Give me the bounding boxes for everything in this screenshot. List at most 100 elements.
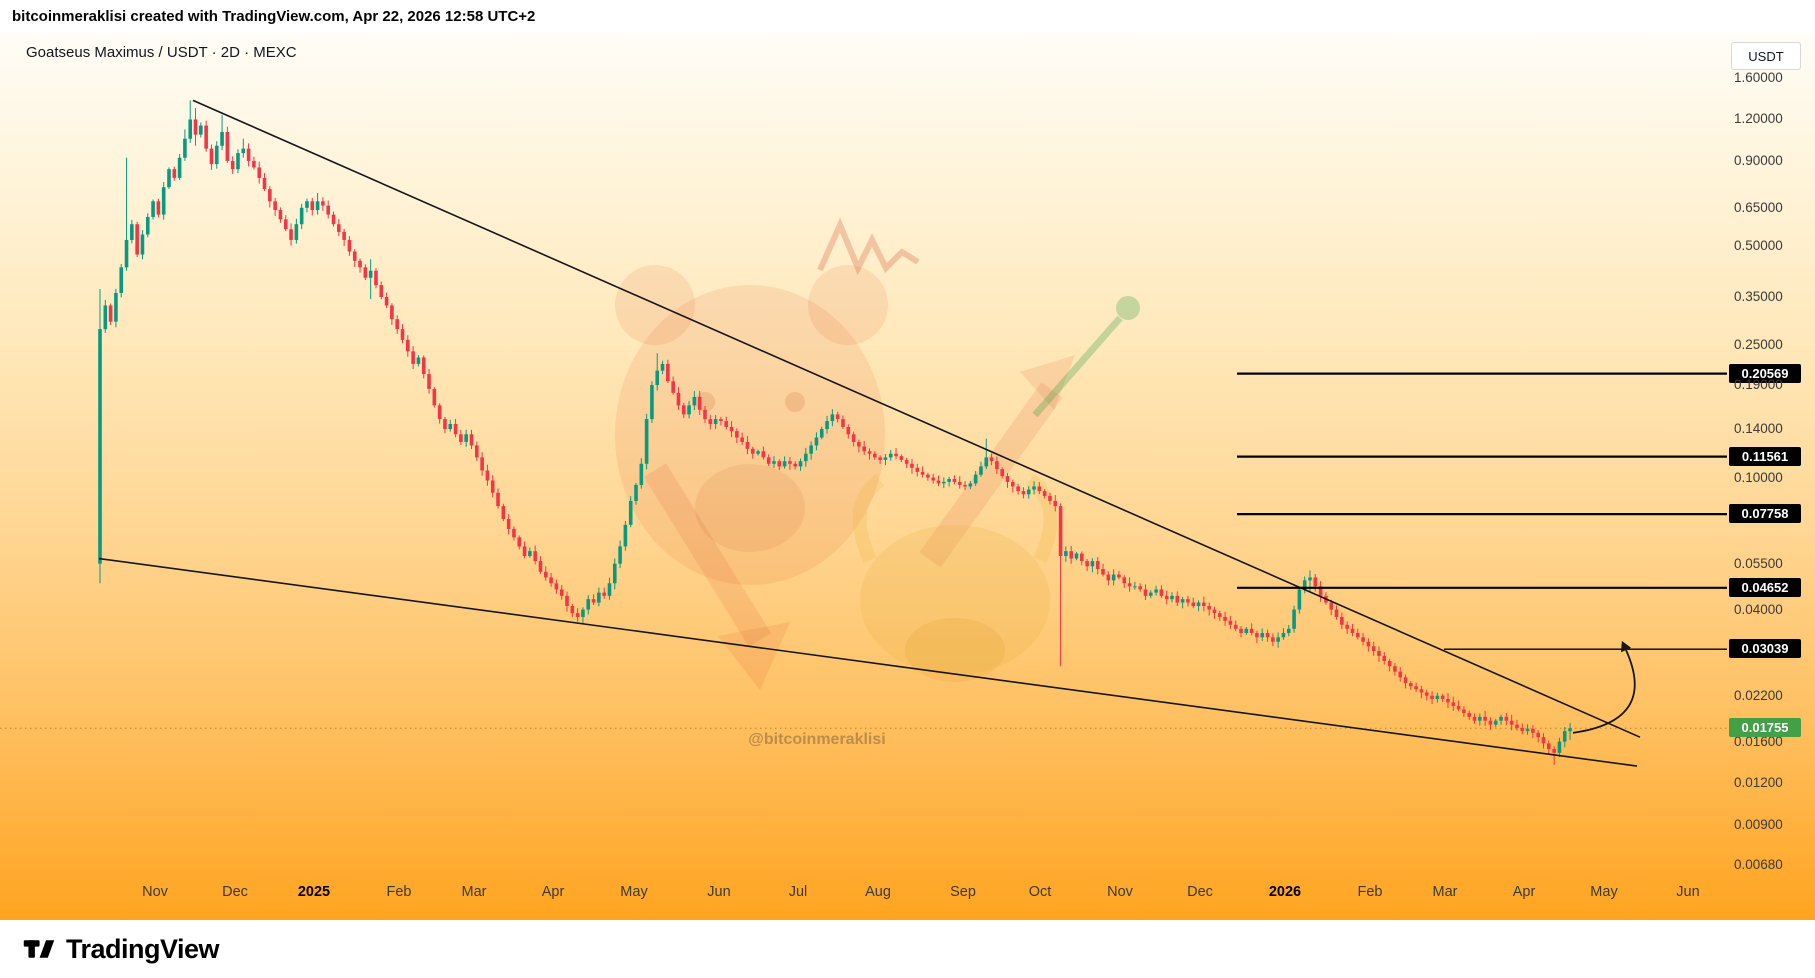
candle bbox=[936, 480, 941, 484]
candle bbox=[1366, 641, 1371, 647]
candle bbox=[400, 329, 405, 340]
candle bbox=[920, 471, 925, 475]
candle bbox=[273, 201, 277, 211]
symbol-title[interactable]: Goatseus Maximus / USDT · 2D · MEXC bbox=[26, 44, 297, 61]
horizontal-level-lines[interactable] bbox=[1237, 372, 1727, 650]
candle bbox=[193, 119, 198, 135]
candle bbox=[1536, 732, 1540, 738]
candle bbox=[1026, 489, 1031, 495]
time-axis[interactable]: Nov Dec 2025 Feb Mar Apr May Jun Jul Aug Sep Oct Nov… bbox=[0, 872, 1727, 918]
candle bbox=[283, 219, 288, 230]
candle bbox=[411, 351, 415, 364]
candle bbox=[1260, 632, 1265, 638]
candle bbox=[305, 201, 309, 208]
candle bbox=[862, 446, 867, 452]
time-tick: Dec bbox=[222, 884, 248, 900]
candle bbox=[729, 427, 734, 432]
candle bbox=[257, 167, 262, 178]
candle bbox=[581, 609, 585, 617]
upper-wedge-line[interactable] bbox=[192, 99, 1641, 738]
price-tick: 1.60000 bbox=[1734, 70, 1783, 85]
candle bbox=[873, 453, 877, 458]
time-tick: Mar bbox=[1432, 884, 1458, 900]
candle bbox=[103, 305, 108, 330]
time-tick: Apr bbox=[1512, 884, 1536, 900]
candle bbox=[1430, 695, 1434, 700]
candle bbox=[1133, 586, 1137, 588]
candle bbox=[1011, 481, 1015, 487]
candle bbox=[1127, 583, 1132, 587]
candle bbox=[1101, 569, 1105, 575]
candle bbox=[496, 492, 500, 507]
candle bbox=[1414, 686, 1418, 690]
candle bbox=[130, 224, 134, 240]
candle bbox=[326, 205, 331, 215]
candle bbox=[1568, 728, 1572, 732]
candle bbox=[666, 363, 670, 382]
candle bbox=[406, 339, 410, 352]
candle bbox=[1207, 606, 1211, 610]
candle bbox=[432, 388, 437, 406]
candle bbox=[209, 148, 214, 165]
price-tick: 0.35000 bbox=[1734, 289, 1783, 304]
tradingview-logo-icon[interactable] bbox=[22, 932, 56, 966]
tradingview-wordmark[interactable]: TradingView bbox=[66, 933, 220, 964]
candle bbox=[1334, 609, 1339, 617]
candle bbox=[1297, 589, 1302, 610]
candle bbox=[1037, 486, 1042, 492]
lower-wedge-line[interactable] bbox=[98, 557, 1638, 767]
price-tick: 0.01200 bbox=[1734, 775, 1783, 791]
candle bbox=[899, 456, 904, 460]
candle bbox=[161, 187, 166, 215]
candle bbox=[1419, 689, 1424, 693]
candle bbox=[236, 153, 240, 170]
candle bbox=[1371, 646, 1376, 652]
candle bbox=[1382, 655, 1387, 661]
candle bbox=[358, 260, 362, 268]
candle bbox=[1440, 695, 1445, 700]
candle bbox=[973, 474, 978, 484]
candle bbox=[1286, 628, 1291, 633]
candle bbox=[533, 551, 537, 562]
candle bbox=[342, 231, 346, 240]
candle bbox=[1552, 748, 1556, 753]
time-tick: Oct bbox=[1028, 884, 1052, 900]
candle bbox=[220, 131, 224, 146]
time-tick: 2026 bbox=[1268, 884, 1302, 900]
candle bbox=[1032, 486, 1036, 490]
candle bbox=[1525, 728, 1530, 732]
candle bbox=[390, 305, 394, 320]
candle bbox=[1541, 737, 1546, 744]
candle bbox=[1223, 616, 1227, 621]
candle bbox=[437, 405, 442, 420]
candle bbox=[1186, 599, 1190, 603]
candle bbox=[1228, 620, 1233, 625]
candle bbox=[1393, 666, 1397, 672]
candle bbox=[809, 445, 813, 454]
watermark-handle-text: @bitcoinmeraklisi bbox=[748, 731, 886, 748]
candle bbox=[1361, 637, 1365, 642]
attribution-text: bitcoinmeraklisi created with TradingVie… bbox=[12, 7, 536, 25]
candle bbox=[363, 267, 368, 278]
candle bbox=[968, 483, 973, 487]
candle bbox=[1255, 632, 1259, 638]
price-tick: 0.65000 bbox=[1734, 199, 1783, 215]
candle bbox=[352, 251, 357, 261]
candle bbox=[1403, 677, 1408, 684]
candle bbox=[124, 239, 129, 268]
candle bbox=[835, 414, 840, 420]
candle bbox=[1557, 741, 1562, 753]
candle bbox=[135, 224, 139, 255]
candle bbox=[1446, 699, 1450, 703]
currency-toggle-button[interactable]: USDT bbox=[1731, 42, 1801, 70]
candle bbox=[1154, 589, 1158, 593]
candle bbox=[697, 396, 702, 410]
time-tick: Nov bbox=[1107, 884, 1133, 900]
candle bbox=[395, 319, 399, 330]
wedge-trendlines[interactable] bbox=[98, 99, 1641, 767]
candle bbox=[1143, 589, 1148, 596]
price-axis[interactable]: 0.20569 0.11561 0.07758 0.04652 0.03039 1.600… bbox=[1727, 32, 1815, 920]
candle bbox=[1048, 495, 1052, 501]
candle bbox=[650, 385, 654, 420]
